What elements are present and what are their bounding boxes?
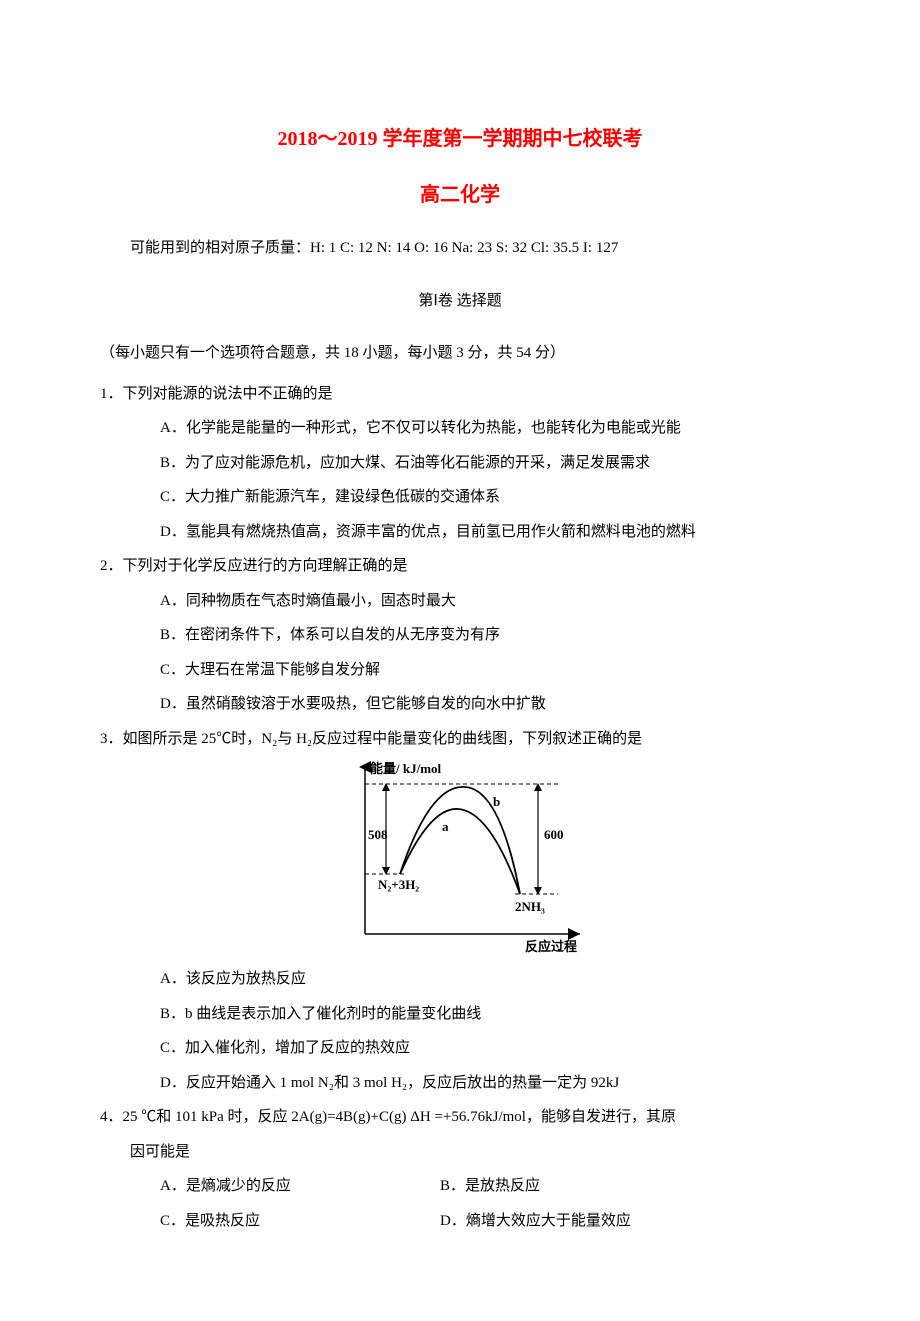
q4-option-a: A．是熵减少的反应 xyxy=(160,1172,440,1201)
q3-option-a: A．该反应为放热反应 xyxy=(100,965,820,994)
q2-option-a: A．同种物质在气态时熵值最小，固态时最大 xyxy=(100,587,820,616)
chart-reactant: N₂+3H₂ xyxy=(378,877,419,892)
q4-option-b: B．是放热反应 xyxy=(440,1172,820,1201)
q4-option-d: D．熵增大效应大于能量效应 xyxy=(440,1207,820,1236)
q1-option-d: D．氢能具有燃烧热值高，资源丰富的优点，目前氢已用作火箭和燃料电池的燃料 xyxy=(100,518,820,547)
instructions: （每小题只有一个选项符合题意，共 18 小题，每小题 3 分，共 54 分） xyxy=(100,339,820,368)
energy-chart: 能量/ kJ/mol 反应过程 a b 508 600 N₂+3H₂ 2NH₃ xyxy=(100,759,820,959)
title-sub: 高二化学 xyxy=(100,176,820,214)
title-main: 2018～2019 学年度第一学期期中七校联考 xyxy=(100,120,820,158)
q4-option-c: C．是吸热反应 xyxy=(160,1207,440,1236)
chart-curve-a: a xyxy=(442,819,449,834)
q1-option-a: A．化学能是能量的一种形式，它不仅可以转化为热能，也能转化为电能或光能 xyxy=(100,414,820,443)
q2-option-d: D．虽然硝酸铵溶于水要吸热，但它能够自发的向水中扩散 xyxy=(100,690,820,719)
chart-x-label: 反应过程 xyxy=(525,939,577,954)
q4-text2: 因可能是 xyxy=(100,1138,820,1167)
q4-text: 4．25 ℃和 101 kPa 时，反应 2A(g)=4B(g)+C(g) ΔH… xyxy=(100,1103,820,1132)
q3-option-c: C．加入催化剂，增加了反应的热效应 xyxy=(100,1034,820,1063)
section-header: 第Ⅰ卷 选择题 xyxy=(100,287,820,316)
q2-text: 2．下列对于化学反应进行的方向理解正确的是 xyxy=(100,552,820,581)
chart-curve-b: b xyxy=(493,794,500,809)
chart-y-label: 能量/ kJ/mol xyxy=(370,761,442,776)
chart-product: 2NH₃ xyxy=(515,899,545,914)
q3-option-d: D．反应开始通入 1 mol N₂和 3 mol H₂，反应后放出的热量一定为 … xyxy=(100,1069,820,1098)
q3-option-b: B．b 曲线是表示加入了催化剂时的能量变化曲线 xyxy=(100,1000,820,1029)
chart-left-value: 508 xyxy=(368,827,388,842)
q1-option-b: B．为了应对能源危机，应加大煤、石油等化石能源的开采，满足发展需求 xyxy=(100,449,820,478)
atomic-mass: 可能用到的相对原子质量：H: 1 C: 12 N: 14 O: 16 Na: 2… xyxy=(100,234,820,263)
q3-text: 3．如图所示是 25℃时，N₂与 H₂反应过程中能量变化的曲线图，下列叙述正确的… xyxy=(100,725,820,754)
q1-option-c: C．大力推广新能源汽车，建设绿色低碳的交通体系 xyxy=(100,483,820,512)
chart-right-value: 600 xyxy=(544,827,564,842)
q2-option-c: C．大理石在常温下能够自发分解 xyxy=(100,656,820,685)
q1-text: 1．下列对能源的说法中不正确的是 xyxy=(100,380,820,409)
q2-option-b: B．在密闭条件下，体系可以自发的从无序变为有序 xyxy=(100,621,820,650)
